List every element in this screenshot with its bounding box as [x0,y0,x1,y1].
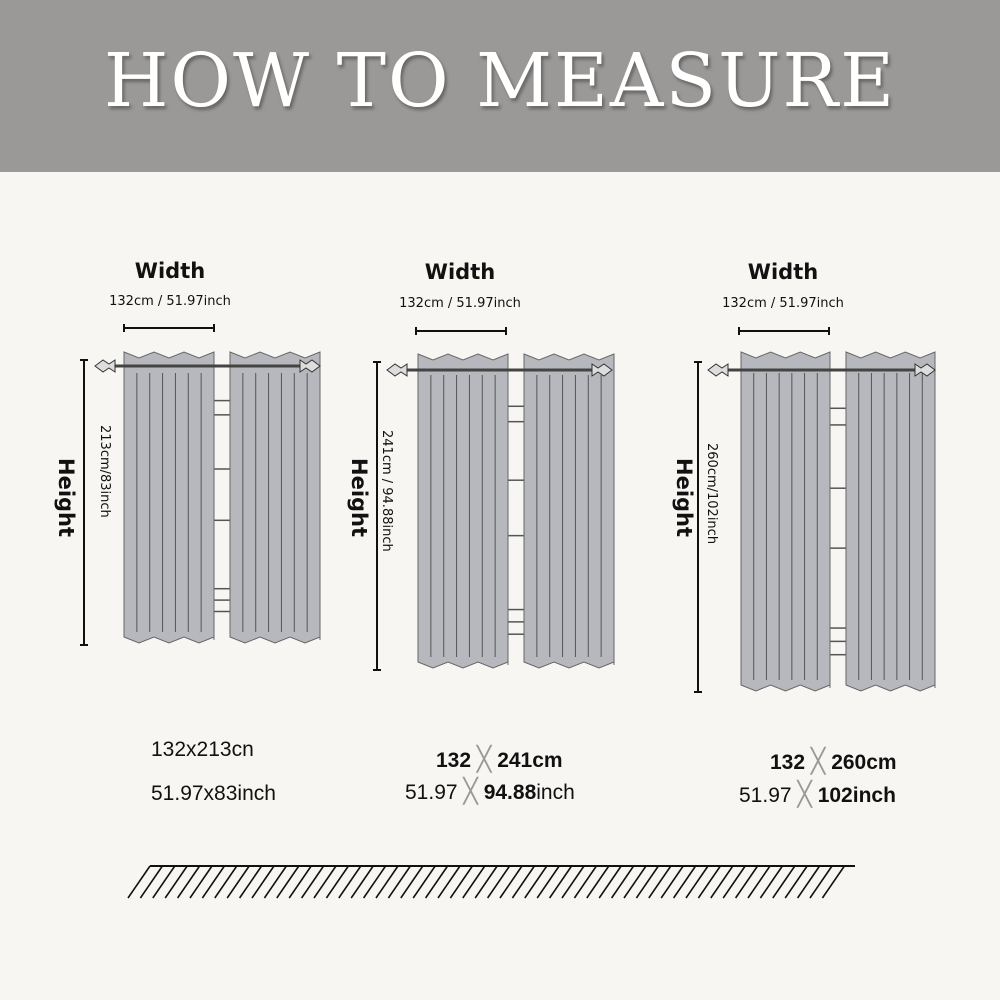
floor-hatch [499,865,523,899]
floor-hatch [313,865,337,899]
floor-hatch [796,865,821,899]
floor-hatch [635,865,660,899]
rod-finial [386,363,408,377]
floor-hatch [300,865,325,899]
size-inch: 51.97 ╳ 102inch [739,781,896,808]
floor-hatch [697,865,722,899]
height-value: 213cm/83inch [97,425,112,518]
floor-hatch [139,865,164,899]
curtain-panel [740,351,831,692]
floor-hatch [164,865,188,899]
height-label: Height [672,458,696,538]
curtain-panel [845,351,936,692]
floor-hatch [462,865,486,899]
floor-hatch [412,865,436,899]
floor-hatch [325,865,350,899]
floor-hatch [610,865,635,899]
floor-hatch [648,865,672,899]
floor-hatch [400,865,424,899]
rod-finial [299,359,321,373]
width-label: Width [424,260,496,284]
curtain-panel [123,351,215,644]
floor-hatch [561,865,585,899]
floor-hatch [524,865,548,899]
floor-hatch [598,865,622,899]
floor-hatch [201,865,226,899]
width-value: 132cm / 51.97inch [109,294,231,309]
height-label: Height [347,458,371,538]
rod-finial [707,363,729,377]
floor-hatch [536,865,560,899]
floor-hatch [152,865,176,899]
size-cm: 132x213cn [151,738,254,761]
floor-hatch [338,865,362,899]
floor-hatch [772,865,796,899]
floor-hatch [288,865,312,899]
floor-hatch [424,865,449,899]
floor-hatch [362,865,387,899]
floor-hatch [387,865,412,899]
height-value: 241cm / 94.88inch [379,430,394,552]
width-label: Width [134,259,206,283]
floor-hatch [251,865,275,899]
width-value: 132cm / 51.97inch [399,296,521,311]
size-inch: 51.97x83inch [151,782,276,805]
floor-hatch [784,865,808,899]
floor-hatch [623,865,647,899]
floor-hatch [449,865,474,899]
height-label: Height [54,458,78,538]
floor-hatch [375,865,399,899]
floor-hatch [214,865,238,899]
floor-hatch [660,865,684,899]
size-inch: 51.97 ╳ 94.88inch [405,778,575,805]
floor-hatch [710,865,734,899]
floor-hatch [176,865,201,899]
floor-hatch [809,865,833,899]
floor-hatch [486,865,511,899]
curtain-panel [523,353,615,669]
floor-hatch [821,865,846,899]
floor-hatch [722,865,746,899]
size-cm: 132 ╳ 241cm [436,746,563,773]
floor-hatch [672,865,697,899]
floor-hatch [548,865,573,899]
rod-finial [914,363,936,377]
floor-hatch [511,865,536,899]
floor-hatch [127,865,151,899]
curtain-panel [417,353,509,669]
page-title: HOW TO MEASURE [103,38,897,124]
floor-hatch [226,865,250,899]
width-value: 132cm / 51.97inch [722,296,844,311]
floor-hatch [238,865,263,899]
floor-hatch [586,865,610,899]
curtain-panel [229,351,321,644]
floor-hatch [437,865,461,899]
floor-hatch [263,865,288,899]
floor-hatch [189,865,213,899]
rod-finial [94,359,116,373]
floor-hatch [685,865,709,899]
header-banner: HOW TO MEASURE [0,0,1000,172]
size-cm: 132 ╳ 260cm [770,748,897,775]
rod-finial [591,363,613,377]
floor-hatch [734,865,759,899]
floor-hatch [350,865,374,899]
width-label: Width [747,260,819,284]
floor-hatch [474,865,498,899]
floor-hatch [276,865,300,899]
floor-hatch [759,865,784,899]
height-value: 260cm/102inch [704,443,719,545]
floor-hatch [573,865,598,899]
floor-hatch [747,865,771,899]
